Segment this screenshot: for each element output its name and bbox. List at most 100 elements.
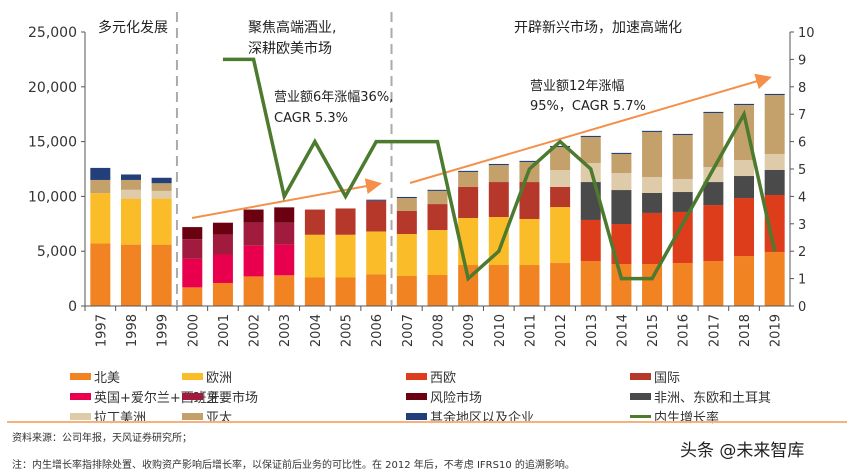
bar-segment — [304, 209, 325, 235]
legend-label: 国际 — [654, 370, 681, 386]
bar-segment — [335, 277, 356, 306]
bar-segment — [488, 265, 509, 306]
stacked-bar-line-chart: 0 5,000 10,000 15,000 20,000 25,000 0 1 2 3 4 5 6 7 8 9… — [28, 12, 815, 347]
x-tick-label: 2016 — [677, 314, 692, 347]
bar-segment — [488, 165, 509, 183]
x-tick-label: 2001 — [217, 314, 232, 347]
footer-divider — [7, 421, 847, 423]
legend-swatch — [70, 372, 91, 380]
legend-swatch — [70, 392, 91, 400]
bar-segment — [427, 190, 448, 205]
x-tick-label: 1997 — [94, 314, 109, 347]
watermark: 头条 @未来智库 — [680, 441, 805, 461]
y-tick-label: 5,000 — [37, 244, 77, 260]
x-tick-label: 2008 — [432, 314, 447, 347]
bar-segment — [151, 190, 172, 199]
bar-segment — [703, 112, 724, 168]
annotation-growth1_l1: 营业额6年涨幅36%, — [274, 90, 393, 105]
bar-segment — [672, 135, 693, 179]
legend-swatch — [406, 392, 427, 400]
note-text: 注：内生增长率指排除处置、收购资产影响后增长率，以保证前后业务的可比性。在 20… — [12, 460, 575, 471]
y2-tick-label: 7 — [798, 108, 806, 123]
annotation-growth2_l2: 95%，CAGR 5.7% — [530, 99, 646, 114]
x-tick-label: 2015 — [646, 314, 661, 347]
legend-item: 亚太 — [182, 406, 406, 426]
bar-segment — [274, 275, 295, 306]
legend-label: 欧洲 — [206, 370, 233, 386]
y2-tick-label: 3 — [798, 218, 806, 233]
legend-item: 北美 — [70, 366, 182, 386]
x-tick-label: 2006 — [370, 314, 385, 347]
bar-segment — [550, 186, 571, 208]
bar-segment — [734, 160, 755, 177]
bar-segment — [90, 167, 111, 180]
bar-segment — [120, 198, 141, 245]
legend: 北美 欧洲 西欧 国际 英国+爱尔兰+西班牙 主要市场 风险市场 非洲、东欧和土耳其 拉丁美洲亚… — [70, 366, 830, 426]
legend-swatch — [182, 372, 203, 380]
bar-segment — [642, 212, 663, 265]
x-tick-label: 2013 — [585, 314, 600, 347]
y2-tick-label: 4 — [798, 190, 806, 205]
bar-segment — [120, 179, 141, 190]
annotation-growth2_l1: 营业额12年涨幅 — [530, 79, 625, 94]
bar-segment — [734, 176, 755, 199]
annotation-phase3: 开辟新兴市场，加速高端化 — [514, 19, 682, 36]
bar-segment — [120, 174, 141, 180]
bar-segment — [396, 275, 417, 306]
x-tick-label: 2007 — [401, 314, 416, 347]
bar-segment — [734, 104, 755, 161]
y2-tick-label: 5 — [798, 163, 806, 178]
legend-swatch — [630, 414, 651, 418]
bar-segment — [672, 178, 693, 193]
legend-swatch — [182, 412, 203, 420]
bar-segment — [243, 222, 264, 246]
source-text: 资料来源：公司年报，天风证券研究所； — [12, 433, 192, 444]
bar-segment — [366, 231, 387, 275]
bar-segment — [703, 111, 724, 113]
bar-segment — [243, 276, 264, 306]
x-tick-label: 2000 — [186, 314, 201, 347]
bar-segment — [611, 264, 632, 306]
bar-segment — [458, 186, 479, 218]
bar-segment — [703, 261, 724, 306]
trend-arrow — [409, 73, 772, 184]
bar-segment — [212, 234, 233, 255]
x-tick-label: 2018 — [738, 314, 753, 347]
bar-segment — [151, 198, 172, 245]
bar-segment — [488, 182, 509, 218]
bar-segment — [427, 230, 448, 275]
legend-item: 欧洲 — [182, 366, 406, 386]
bar-segment — [611, 224, 632, 265]
bar-segment — [274, 222, 295, 245]
bar-segment — [580, 135, 601, 137]
bar-segment — [611, 173, 632, 191]
bar-segment — [580, 136, 601, 163]
x-tick-label: 1999 — [156, 314, 171, 347]
bar-segment — [580, 261, 601, 306]
bar-segment — [212, 282, 233, 306]
legend-item: 内生增长率 — [630, 406, 830, 426]
bar-segment — [703, 205, 724, 262]
legend-item: 其余地区以及企业 — [406, 406, 630, 426]
x-tick-label: 2003 — [278, 314, 293, 347]
annotation-phase2_l2: 深耕欧美市场 — [248, 40, 332, 57]
bar-segment — [458, 171, 479, 187]
bar-segment — [304, 234, 325, 278]
bar-segment — [734, 256, 755, 306]
bar-segment — [182, 227, 203, 240]
legend-label: 西欧 — [430, 370, 457, 386]
legend-swatch — [630, 392, 651, 400]
bar-segment — [335, 208, 356, 235]
bar-segment — [611, 152, 632, 154]
bar-segment — [672, 211, 693, 264]
legend-swatch — [182, 392, 203, 400]
x-tick-label: 2017 — [707, 314, 722, 347]
y2-tick-label: 2 — [798, 245, 806, 260]
bar-segment — [427, 189, 448, 191]
legend-swatch — [406, 372, 427, 380]
bar-segment — [90, 179, 111, 194]
annotation-growth1_l2: CAGR 5.3% — [274, 111, 348, 126]
bar-segment — [243, 245, 264, 277]
bar-segment — [90, 243, 111, 306]
